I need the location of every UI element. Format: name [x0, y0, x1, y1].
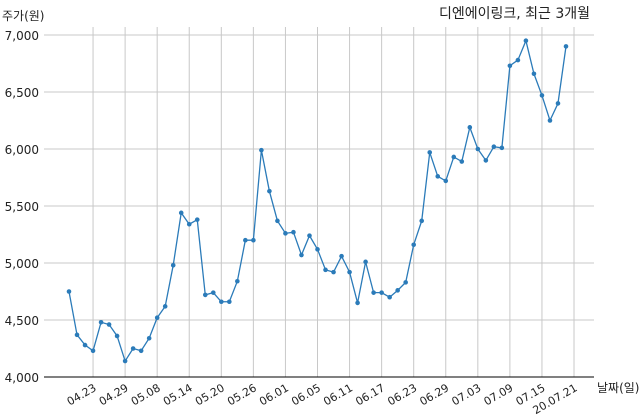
data-point	[499, 145, 505, 151]
x-tick-label: 07.09	[482, 381, 516, 408]
x-tick-label: 05.26	[225, 381, 259, 408]
data-point	[371, 290, 376, 295]
data-point	[507, 63, 513, 69]
data-point	[170, 262, 176, 268]
data-point	[106, 322, 112, 327]
price-points	[66, 38, 569, 364]
data-point	[138, 348, 144, 354]
data-point	[114, 333, 120, 339]
x-tick-label: 05.20	[193, 381, 227, 408]
data-point	[267, 188, 272, 194]
data-point	[146, 335, 152, 341]
data-point	[427, 150, 433, 155]
y-tick-label: 7,000	[5, 29, 39, 43]
data-point	[339, 253, 344, 259]
data-point	[210, 290, 216, 295]
x-tick-label: 06.05	[289, 381, 323, 408]
data-point	[347, 269, 352, 275]
data-point	[122, 358, 128, 364]
data-point	[259, 147, 264, 153]
y-tick-label: 4,500	[5, 314, 39, 328]
x-tick-label: 06.11	[321, 381, 355, 408]
x-tick-label: 07.03	[450, 381, 484, 408]
data-point	[202, 292, 208, 298]
data-point	[395, 288, 400, 293]
x-tick-label: 05.08	[129, 381, 163, 408]
data-point	[451, 154, 457, 160]
data-point	[315, 247, 320, 252]
data-point	[251, 237, 256, 243]
x-tick-label: 06.01	[257, 381, 291, 408]
data-point	[178, 210, 184, 216]
data-point	[194, 217, 200, 222]
data-point	[547, 118, 553, 123]
grid-lines	[44, 27, 594, 377]
x-tick-label: 05.14	[161, 381, 195, 408]
data-point	[491, 144, 497, 150]
data-point	[379, 290, 384, 295]
data-point	[443, 178, 449, 184]
data-point	[523, 38, 529, 43]
x-axis-ticks: 04.2304.2905.0805.1405.2005.2606.0106.05…	[65, 381, 580, 417]
data-point	[186, 221, 192, 227]
data-point	[154, 315, 160, 321]
x-tick-label: 06.17	[353, 381, 387, 408]
x-tick-label: 04.23	[65, 381, 99, 408]
data-point	[539, 93, 545, 98]
data-point	[90, 348, 96, 354]
data-point	[162, 304, 168, 309]
data-point	[74, 332, 80, 338]
chart-title: 디엔에이링크, 최근 3개월	[439, 6, 590, 22]
data-point	[130, 346, 136, 351]
y-axis-label: 주가(원)	[2, 9, 44, 23]
data-point	[299, 252, 304, 258]
data-point	[387, 294, 392, 300]
y-axis-ticks: 4,000 4,500 5,000 5,500 6,000 6,500 7,000	[5, 29, 39, 385]
y-tick-label: 6,000	[5, 143, 39, 157]
data-point	[331, 269, 336, 275]
data-point	[483, 158, 489, 163]
data-point	[403, 280, 408, 285]
data-point	[563, 44, 569, 49]
data-point	[283, 231, 288, 236]
data-point	[475, 146, 481, 152]
x-axis-label: 날짜(일)	[597, 381, 639, 395]
data-point	[411, 242, 416, 248]
data-point	[219, 299, 224, 305]
data-point	[459, 159, 465, 164]
data-point	[307, 233, 312, 238]
data-point	[355, 300, 360, 306]
data-point	[555, 101, 561, 106]
data-point	[66, 289, 72, 294]
data-point	[515, 57, 521, 63]
data-point	[419, 218, 425, 224]
x-tick-label: 06.23	[385, 381, 419, 408]
data-point	[98, 319, 104, 325]
data-point	[531, 71, 537, 77]
x-tick-label: 04.29	[97, 381, 131, 408]
data-point	[363, 259, 368, 265]
data-point	[323, 267, 328, 273]
x-tick-label: 06.29	[417, 381, 451, 408]
data-point	[235, 278, 240, 284]
y-tick-label: 4,000	[5, 371, 39, 385]
data-point	[291, 229, 296, 235]
y-tick-label: 6,500	[5, 86, 39, 100]
y-tick-label: 5,500	[5, 200, 39, 214]
data-point	[227, 299, 232, 305]
data-point	[275, 218, 280, 224]
data-point	[243, 237, 248, 243]
y-tick-label: 5,000	[5, 257, 39, 271]
data-point	[467, 125, 473, 130]
data-point	[82, 342, 88, 348]
data-point	[435, 174, 441, 179]
